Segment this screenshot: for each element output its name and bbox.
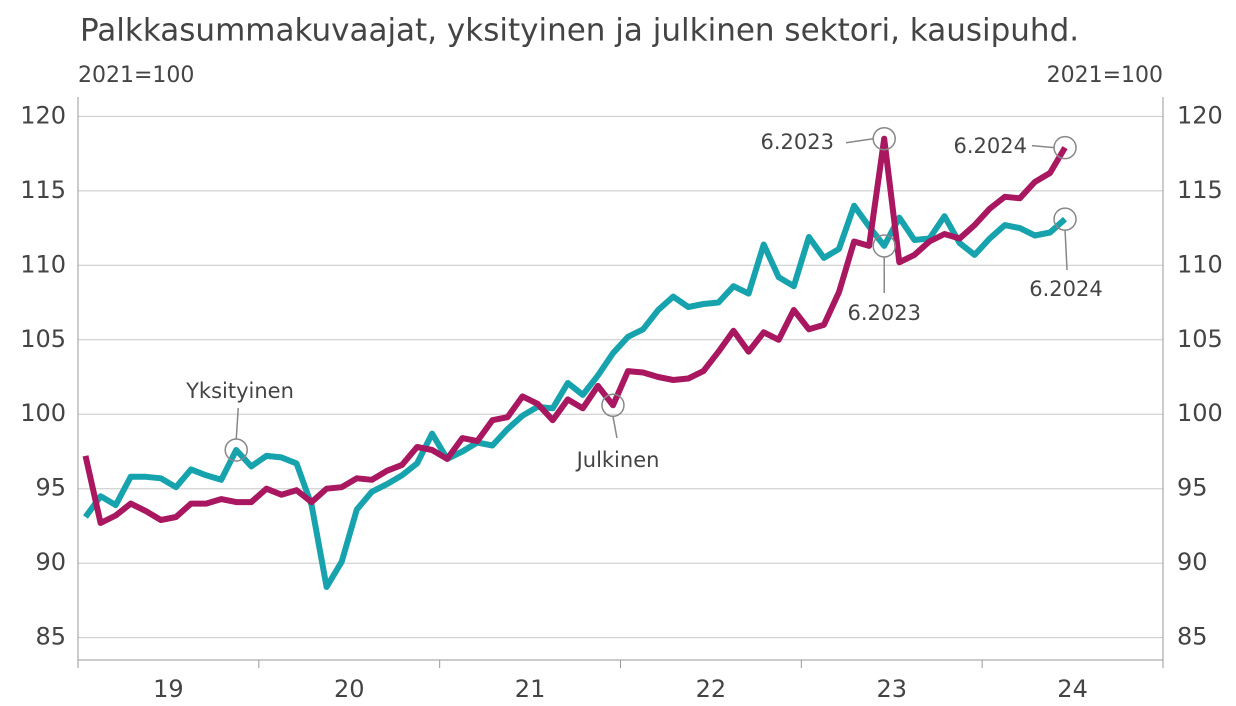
y2-axis-label: 2021=100 [1047,63,1163,88]
y-tick-label: 95 [35,474,66,502]
annotation-leader [1031,144,1055,149]
y-tick-label: 105 [20,325,66,353]
annotation-leader [845,137,874,144]
y2-tick-label: 100 [1177,399,1223,427]
y2-tick-label: 110 [1177,250,1223,278]
annotation: 6.2023 [761,130,834,154]
y-tick-label: 120 [20,101,66,129]
x-tick-label: 20 [334,675,365,703]
y2-tick-label: 90 [1177,548,1208,576]
annotation: 6.2024 [954,134,1027,158]
y2-tick-label: 95 [1177,474,1208,502]
chart-title: Palkkasummakuvaajat, yksityinen ja julki… [80,13,1079,49]
y2-tick-label: 115 [1177,176,1223,204]
series-line [82,135,1068,526]
annotation-circle [1053,207,1077,231]
x-tick-label: 19 [153,675,184,703]
x-tick-label: 21 [515,675,546,703]
series-label: Julkinen [575,448,660,472]
y-tick-label: 110 [20,250,66,278]
y2-tick-label: 105 [1177,325,1223,353]
annotation-leader [1064,230,1068,271]
y2-tick-label: 85 [1177,623,1208,651]
y-tick-label: 85 [35,623,66,651]
x-tick-label: 24 [1057,675,1088,703]
y2-tick-label: 120 [1177,101,1223,129]
x-tick-label: 22 [696,675,727,703]
y-tick-label: 100 [20,399,66,427]
series-line [83,202,1067,590]
series-label: Yksityinen [185,379,294,403]
y-tick-label: 115 [20,176,66,204]
annotation: 6.2023 [847,301,920,325]
y-axis-label: 2021=100 [78,63,194,88]
x-tick-label: 23 [876,675,907,703]
annotation-leader [612,416,618,439]
y-tick-label: 90 [35,548,66,576]
annotation-leader [235,407,239,440]
annotation: 6.2024 [1029,277,1102,301]
